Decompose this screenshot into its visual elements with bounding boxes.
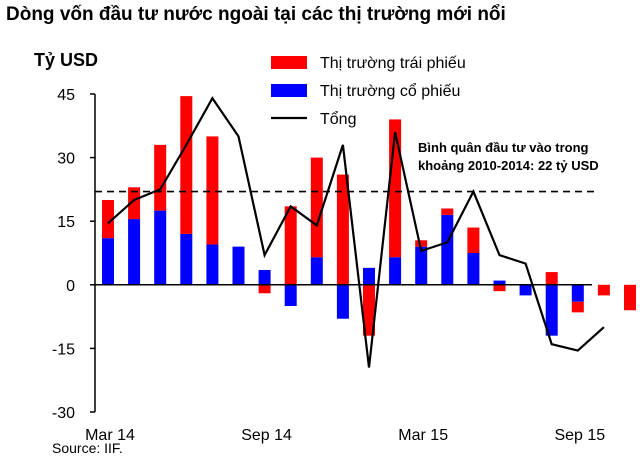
y-tick-label: -30 — [52, 405, 75, 422]
equity-bar — [389, 257, 402, 285]
legend-label: Thị trường cổ phiếu — [320, 82, 460, 100]
equity-bar — [128, 219, 141, 285]
equity-bar — [206, 244, 219, 285]
equity-bar — [102, 238, 114, 285]
bond-bar — [206, 136, 219, 245]
equity-bar — [545, 284, 558, 336]
bond-bar — [467, 227, 480, 253]
bond-bar — [284, 206, 297, 285]
bond-bar — [545, 272, 558, 285]
bond-bar — [363, 284, 375, 336]
legend-label: Thị trường trái phiếu — [320, 55, 466, 72]
reference-note-line1: Bình quân đầu tư vào trong — [418, 140, 589, 155]
bond-bar — [415, 240, 428, 247]
bond-bar — [597, 284, 610, 296]
bond-bar — [154, 144, 167, 211]
equity-bar — [284, 284, 297, 306]
bond-bar — [258, 284, 271, 294]
bond-bar — [441, 208, 454, 215]
legend-swatch-bond — [271, 56, 307, 69]
equity-bar — [571, 284, 584, 302]
x-tick-label: Mar 14 — [85, 427, 135, 444]
y-tick-label: 0 — [66, 278, 75, 295]
equity-bar — [310, 257, 323, 285]
source-note: Source: IIF. — [52, 440, 123, 456]
equity-bar — [415, 246, 428, 285]
bond-bar — [336, 174, 349, 285]
equity-bar — [154, 210, 167, 285]
x-tick-label: Sep 14 — [241, 427, 292, 444]
equity-bar — [258, 269, 271, 285]
bond-bar — [571, 301, 584, 313]
total-line — [107, 96, 605, 368]
equity-bar — [519, 284, 532, 296]
equity-bar — [336, 284, 349, 319]
equity-bar — [232, 246, 245, 285]
bond-bar — [180, 96, 193, 234]
equity-bar — [180, 233, 193, 285]
y-tick-label: 30 — [57, 151, 75, 168]
y-tick-label: 45 — [57, 87, 75, 104]
bond-bar — [102, 200, 114, 239]
equity-bar — [467, 253, 480, 285]
legend-label: Tổng — [320, 110, 356, 128]
y-tick-label: 15 — [57, 214, 75, 231]
reference-note-line2: khoảng 2010-2014: 22 tỷ USD — [418, 158, 599, 173]
bond-bar — [310, 157, 323, 258]
equity-bar — [493, 280, 506, 285]
legend-swatch-equity — [271, 84, 307, 97]
x-tick-label: Mar 15 — [398, 427, 448, 444]
bond-bar — [624, 284, 636, 311]
y-axis-unit-label: Tỷ USD — [34, 50, 99, 70]
chart-title: Dòng vốn đầu tư nước ngoài tại các thị t… — [6, 4, 506, 25]
bond-bar — [128, 187, 141, 220]
y-tick-label: -15 — [52, 341, 75, 358]
equity-bar — [363, 267, 375, 285]
equity-bar — [441, 214, 454, 285]
bond-bar — [493, 284, 506, 292]
x-tick-label: Sep 15 — [554, 427, 605, 444]
